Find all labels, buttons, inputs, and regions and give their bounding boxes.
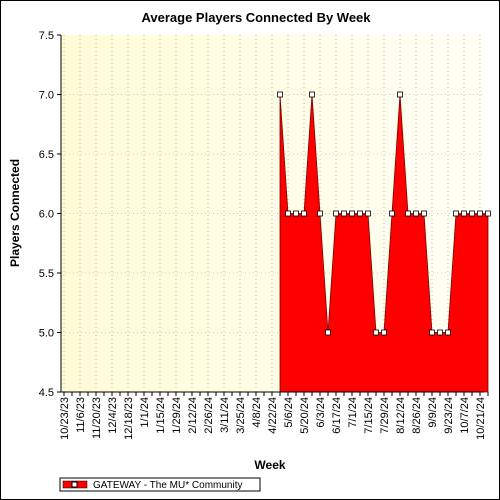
data-point-marker <box>373 329 379 336</box>
series-markers <box>277 91 491 336</box>
legend-box <box>59 477 261 492</box>
y-tick-label: 6.0 <box>39 209 54 221</box>
x-tick-label: 5/20/24 <box>299 397 311 434</box>
y-tick-label: 6.5 <box>39 149 54 161</box>
data-point-marker <box>429 329 435 336</box>
x-tick-label: 9/23/24 <box>443 397 455 434</box>
x-tick-label: 6/17/24 <box>331 397 343 434</box>
y-tick-label: 7.5 <box>39 30 54 42</box>
x-tick-label: 7/1/24 <box>347 397 359 428</box>
data-point-marker <box>461 210 467 217</box>
data-point-marker <box>445 329 451 336</box>
data-point-marker <box>317 210 323 217</box>
data-point-marker <box>413 210 419 217</box>
x-tick-label: 6/3/24 <box>315 397 327 428</box>
data-point-marker <box>365 210 371 217</box>
data-point-marker <box>381 329 387 336</box>
data-point-marker <box>349 210 355 217</box>
x-tick-label: 9/9/24 <box>427 397 439 428</box>
data-point-marker <box>453 210 459 217</box>
x-tick-label: 4/22/24 <box>267 397 279 434</box>
x-tick-label: 12/4/23 <box>107 397 119 434</box>
x-tick-label: 10/23/23 <box>59 397 71 440</box>
chart-title: Average Players Connected By Week <box>141 10 371 25</box>
data-point-marker <box>293 210 299 217</box>
data-point-marker <box>333 210 339 217</box>
x-tick-label: 1/15/24 <box>155 397 167 434</box>
data-point-marker <box>437 329 443 336</box>
x-tick-label: 3/11/24 <box>219 397 231 433</box>
data-point-marker <box>389 210 395 217</box>
x-tick-label: 10/21/24 <box>475 397 487 440</box>
x-axis-title: Week <box>254 458 285 472</box>
y-tick-label: 5.5 <box>39 268 54 280</box>
x-tick-label: 1/29/24 <box>171 397 183 434</box>
y-tick-label: 7.0 <box>39 90 54 102</box>
x-tick-label: 1/1/24 <box>139 397 151 428</box>
x-tick-label: 4/8/24 <box>251 397 263 428</box>
x-tick-label: 3/25/24 <box>235 397 247 434</box>
x-tick-label: 8/12/24 <box>395 397 407 434</box>
data-point-marker <box>309 91 315 98</box>
x-tick-label: 8/26/24 <box>411 397 423 434</box>
x-tick-label: 7/15/24 <box>363 397 375 434</box>
legend-label: GATEWAY - The MU* Community <box>93 480 242 491</box>
x-tick-label: 10/7/24 <box>459 397 471 434</box>
data-point-marker <box>485 210 491 217</box>
x-tick-label: 7/29/24 <box>379 397 391 434</box>
data-point-marker <box>397 91 403 98</box>
x-tick-label: 2/12/24 <box>187 397 199 434</box>
data-point-marker <box>469 210 475 217</box>
data-point-marker <box>285 210 291 217</box>
x-tick-label: 11/6/23 <box>75 397 87 433</box>
data-point-marker <box>357 210 363 217</box>
y-tick-label: 5.0 <box>39 328 54 340</box>
data-point-marker <box>405 210 411 217</box>
x-tick-label: 11/20/23 <box>91 397 103 439</box>
y-axis-title: Players Connected <box>8 159 22 267</box>
x-tick-label: 2/26/24 <box>203 397 215 434</box>
data-point-marker <box>325 329 331 336</box>
data-point-marker <box>341 210 347 217</box>
x-tick-label: 5/6/24 <box>283 397 295 428</box>
x-axis-ticks: 10/23/23 11/6/23 11/20/23 12/4/23 12/18/23 1/… <box>59 392 489 440</box>
legend-marker-icon <box>71 481 78 488</box>
data-point-marker <box>277 91 283 98</box>
legend: GATEWAY - The MU* Community <box>59 477 261 492</box>
data-point-marker <box>301 210 307 217</box>
data-point-marker <box>421 210 427 217</box>
x-tick-label: 12/18/23 <box>123 397 135 440</box>
y-axis-ticks: 7.5 7.0 6.5 6.0 5.5 5.0 4.5 <box>39 30 61 399</box>
y-tick-label: 4.5 <box>39 387 54 399</box>
data-point-marker <box>477 210 483 217</box>
